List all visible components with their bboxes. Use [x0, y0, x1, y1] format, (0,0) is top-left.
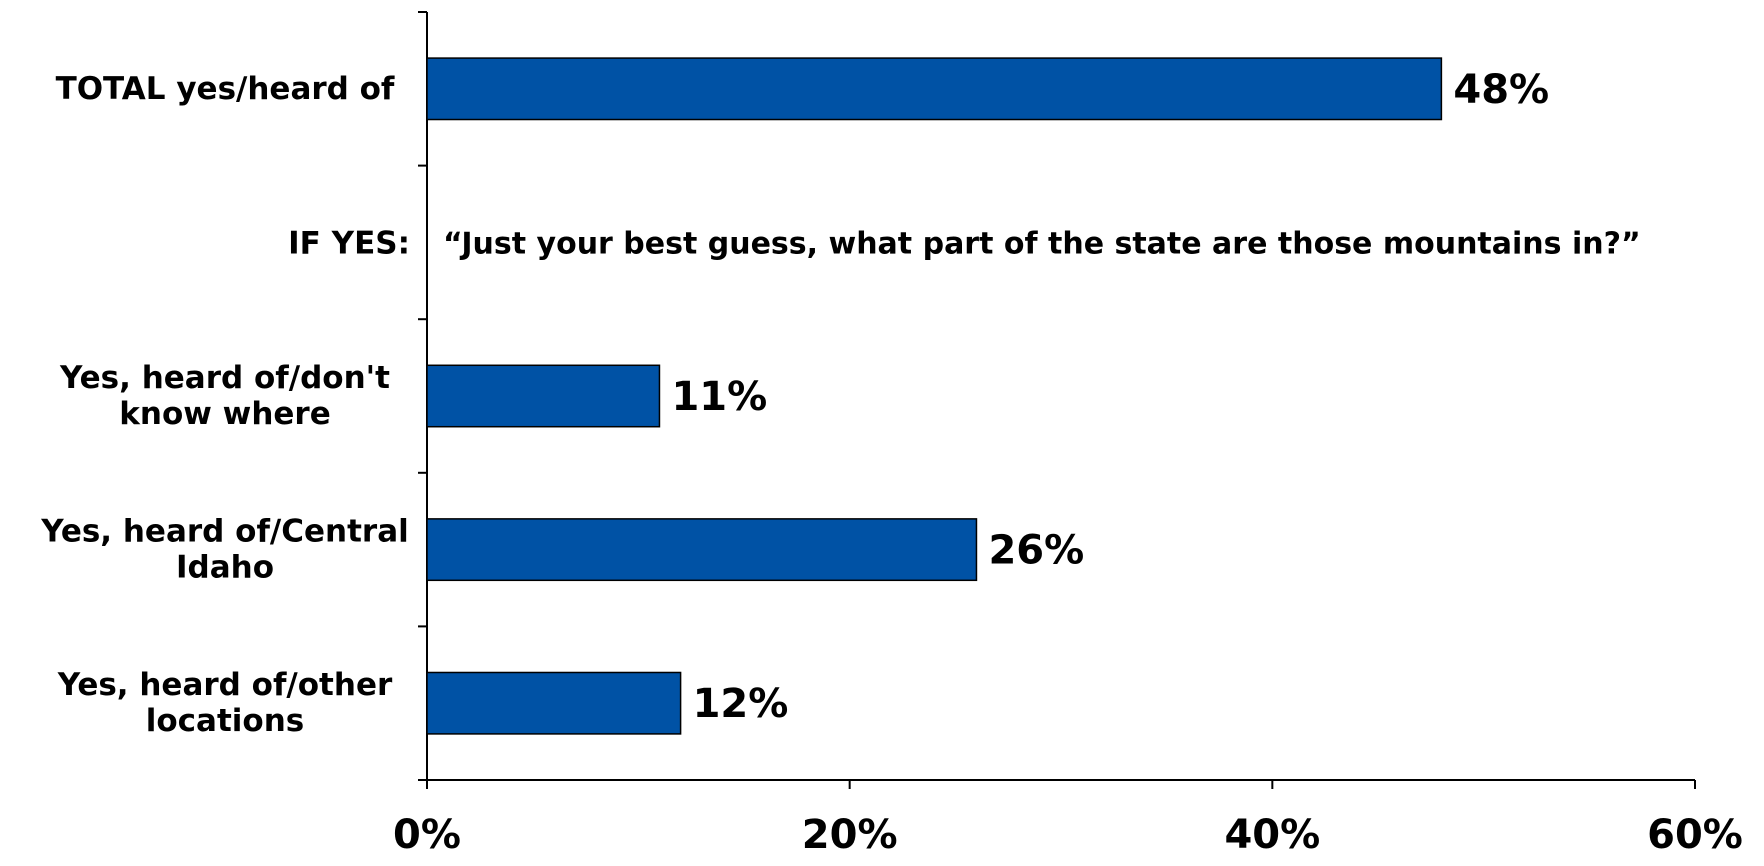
category-label: Yes, heard of/don't know where [59, 360, 390, 432]
bar [426, 518, 978, 582]
bar-data-label: 11% [671, 374, 767, 420]
category-label-line: TOTAL yes/heard of [56, 71, 395, 107]
category-label-line: Yes, heard of/other [57, 667, 393, 703]
category-label-line: know where [119, 396, 330, 432]
bar [426, 57, 1443, 121]
category-label-line: Yes, heard of/don't [59, 360, 390, 396]
x-tick-label: 20% [802, 812, 898, 858]
category-label: Yes, heard of/other locations [57, 667, 393, 739]
category-label: TOTAL yes/heard of [56, 71, 395, 107]
x-tick-label: 60% [1647, 812, 1743, 858]
annotation-question: “Just your best guess, what part of the … [443, 226, 1641, 261]
bar [426, 364, 661, 428]
x-tick-label: 40% [1224, 812, 1320, 858]
category-label-line: Yes, heard of/Central [40, 514, 409, 550]
category-label-line: Idaho [176, 550, 274, 586]
labels-layer: 0% 20% 40% 60% 48% TOTAL yes/heard of 11% Yes, … [40, 67, 1743, 858]
x-tick-label: 0% [393, 812, 461, 858]
bar-data-label: 12% [693, 681, 789, 727]
bar-data-label: 26% [988, 528, 1084, 574]
category-label-line: locations [146, 703, 304, 739]
bar [426, 671, 682, 735]
annotation-prefix: IF YES: [288, 225, 410, 261]
bars-layer [426, 57, 1443, 735]
category-label: Yes, heard of/Central Idaho [40, 514, 409, 586]
bar-data-label: 48% [1453, 67, 1549, 113]
